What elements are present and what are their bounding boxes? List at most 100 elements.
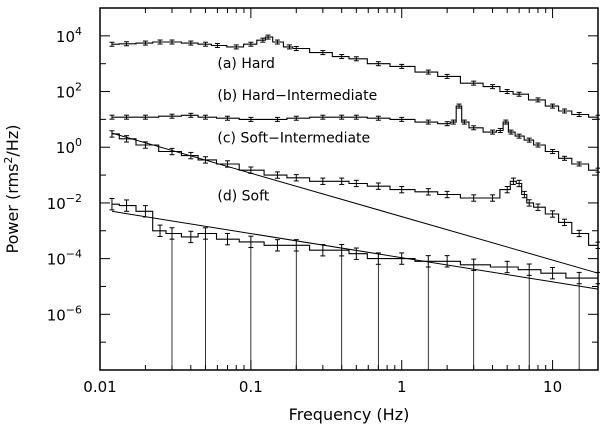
series-2-point (490, 194, 496, 202)
series-2-point (274, 171, 280, 179)
series-group (109, 34, 600, 370)
series-2-point (124, 135, 130, 143)
series-2-point (353, 179, 359, 188)
series-2-point (535, 203, 541, 211)
x-tick-label: 0.1 (239, 378, 263, 396)
series-3-point (576, 271, 582, 370)
y-tick-exponent: 2 (75, 81, 82, 94)
series-1-point (490, 129, 496, 135)
series-0-point (504, 89, 510, 95)
series-2-point (521, 190, 527, 199)
series-1-point (274, 116, 280, 122)
annotation-label: (c) Soft−Intermediate (217, 130, 370, 146)
series-3-point (339, 244, 345, 370)
series-3-point (224, 232, 230, 246)
series-0-point (425, 69, 431, 75)
series-3-point (504, 260, 510, 274)
series-1-point (503, 119, 509, 125)
series-2-point (562, 218, 568, 227)
series-0-point (353, 56, 359, 62)
series-0-point (248, 41, 254, 47)
y-tick-label: 10−2 (47, 192, 82, 213)
series-1-point (444, 121, 450, 127)
series-1-point (535, 142, 541, 148)
series-3-point (109, 198, 115, 211)
model-line-0 (111, 132, 599, 274)
series-3-point (399, 252, 405, 265)
y-tick-exponent: 0 (75, 136, 82, 149)
series-2-point (516, 179, 522, 188)
series-1-point (562, 155, 568, 161)
series-0-point (124, 41, 130, 47)
series-1-point (293, 115, 299, 121)
series-3-point (188, 230, 194, 244)
series-2-point (339, 177, 345, 185)
model-lines (111, 132, 599, 290)
series-0-point (490, 84, 496, 90)
series-0-point (157, 39, 163, 45)
series-0-point (444, 73, 450, 79)
series-2-point (576, 229, 582, 238)
series-1-point (224, 115, 230, 121)
x-tick-label: 10 (543, 378, 562, 396)
series-3-point (274, 239, 280, 252)
series-1-point (471, 125, 477, 131)
series-3-point (526, 263, 532, 370)
series-3-point (550, 266, 556, 280)
series-0-point (293, 46, 299, 52)
x-tick-label: 1 (397, 378, 407, 396)
plot-area (99, 7, 599, 371)
series-1-point (425, 119, 431, 125)
series-1-point (169, 113, 175, 119)
series-2-point (293, 174, 299, 182)
model-line-1 (111, 210, 599, 290)
series-1-point (550, 149, 556, 155)
y-label-suffix: /Hz) (3, 125, 22, 157)
series-0-point (109, 41, 115, 47)
series-1-point (456, 103, 462, 109)
y-tick-base: 10 (47, 251, 66, 269)
y-tick-label: 104 (56, 25, 82, 46)
annotation-label: (b) Hard−Intermediate (217, 88, 377, 104)
y-tick-base: 10 (47, 306, 66, 324)
y-tick-label: 100 (56, 136, 82, 157)
y-tick-label: 102 (56, 81, 82, 102)
series-1-point (497, 127, 503, 133)
series-1-point (188, 112, 194, 118)
series-2-point (109, 130, 115, 138)
series-0-line (111, 36, 598, 118)
series-0-point (562, 108, 568, 114)
series-0-point (320, 50, 326, 56)
series-0-point (339, 54, 345, 60)
y-tick-exponent: −4 (66, 248, 82, 261)
annotation-label: (a) Hard (217, 56, 274, 72)
annotation-label: (d) Soft (217, 189, 269, 205)
series-3-point (202, 227, 208, 370)
series-2-point (444, 190, 450, 199)
series-2-point (471, 194, 477, 202)
series-0-point (265, 34, 271, 40)
series-2-point (169, 147, 175, 156)
series-3-point (293, 239, 299, 370)
annotations: (a) Hard (b) Hard−Intermediate (c) Soft−In… (217, 56, 377, 205)
series-3-point (471, 258, 477, 370)
series-1-point (508, 129, 514, 135)
series-0-point (471, 80, 477, 86)
series-0-point (169, 39, 175, 45)
series-1-point (339, 114, 345, 120)
series-3-line (111, 203, 598, 279)
series-0-point (399, 63, 405, 69)
series-3-point (124, 199, 130, 212)
series-3-point (169, 227, 175, 370)
series-0-point (375, 61, 381, 67)
series-1-point (320, 114, 326, 120)
x-tick-label: 0.01 (83, 378, 116, 396)
y-tick-base: 10 (56, 139, 75, 157)
series-2-point (399, 185, 405, 194)
series-1-point (353, 114, 359, 120)
series-0-point (550, 103, 556, 109)
y-tick-exponent: −2 (66, 192, 82, 205)
series-1-point (375, 115, 381, 121)
series-2-point (550, 210, 556, 218)
